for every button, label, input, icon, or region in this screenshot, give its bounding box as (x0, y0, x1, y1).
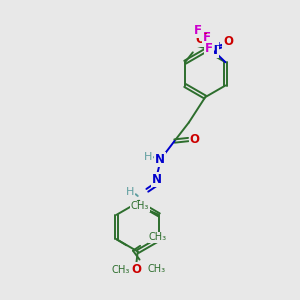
Text: F: F (194, 24, 202, 37)
Text: O: O (224, 35, 233, 48)
Text: CH₃: CH₃ (148, 232, 166, 242)
Text: CH₃: CH₃ (112, 265, 130, 275)
Text: CH₃: CH₃ (148, 263, 166, 274)
Text: H: H (126, 187, 134, 197)
Text: F: F (205, 42, 213, 55)
Text: N: N (154, 153, 165, 166)
Text: O: O (131, 263, 141, 276)
Text: N: N (152, 173, 162, 186)
Text: O: O (190, 133, 200, 146)
Text: +: + (215, 41, 222, 50)
Text: F: F (203, 31, 211, 44)
Text: -: - (204, 28, 208, 38)
Text: O: O (195, 33, 205, 46)
Text: CH₃: CH₃ (130, 201, 149, 212)
Text: H: H (144, 152, 152, 162)
Text: N: N (208, 44, 218, 57)
